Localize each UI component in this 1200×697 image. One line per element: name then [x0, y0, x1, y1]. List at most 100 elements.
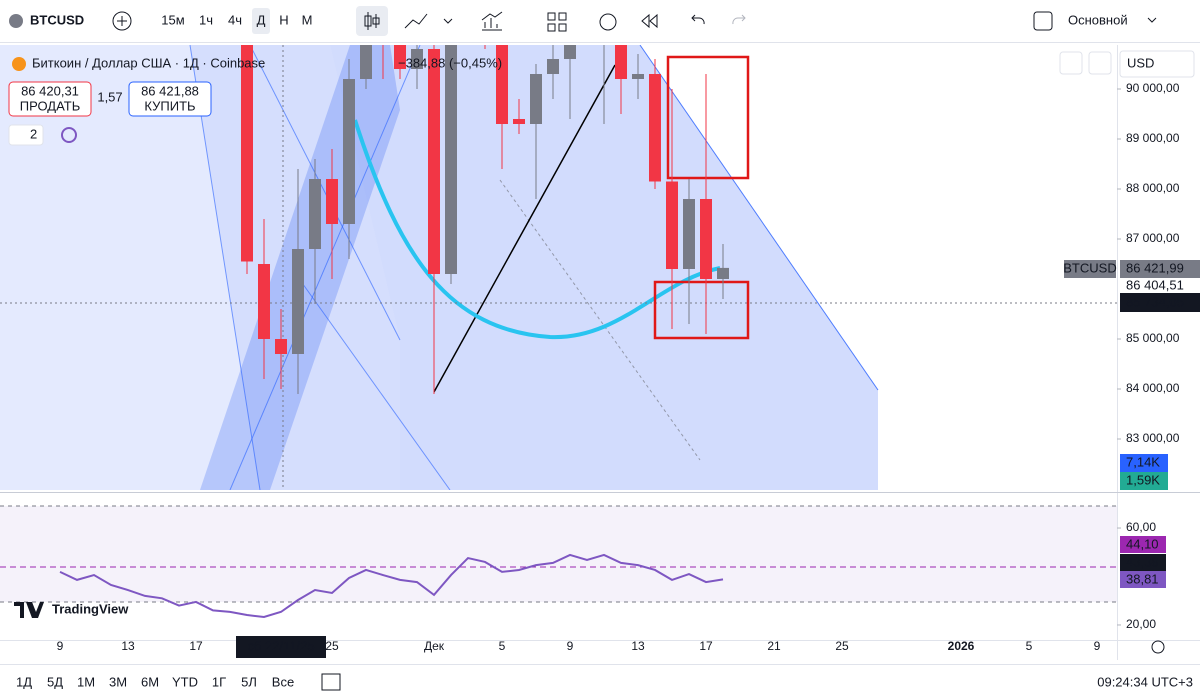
rsi-label: 43,38 [1126, 554, 1159, 569]
y-tick-label: 88 000,00 [1126, 181, 1180, 195]
range-button[interactable]: 6М [141, 674, 159, 689]
last-price: 86 421,99 [1126, 260, 1184, 275]
undo[interactable] [691, 14, 705, 25]
candle-body [513, 119, 525, 124]
candle-body [394, 45, 406, 69]
rsi-label: 44,10 [1126, 536, 1159, 551]
drawings [0, 45, 1117, 490]
candle-body [632, 74, 644, 79]
symbol[interactable]: BTCUSD [30, 12, 84, 27]
volume-tag [1120, 454, 1168, 472]
clock: 09:24:34 UTC+3 [1097, 674, 1193, 689]
candle-body [258, 264, 270, 339]
buy-button[interactable] [128, 81, 212, 117]
range-button[interactable]: 1М [77, 674, 95, 689]
y-tick-label: 90 000,00 [1126, 81, 1180, 95]
buy-price: 86 421,88 [141, 83, 199, 98]
range-button[interactable]: 5Л [241, 674, 257, 689]
candle-body [241, 45, 253, 262]
range-button[interactable]: 5Д [47, 674, 63, 689]
candle-body [326, 179, 338, 224]
spread: 1,57 [97, 89, 122, 104]
alert-icon[interactable] [599, 13, 617, 31]
candle-body [615, 45, 627, 79]
candle-body [564, 45, 576, 59]
volume-tag [1120, 472, 1168, 490]
settings-icon[interactable] [1151, 640, 1165, 654]
currency-select[interactable] [1119, 50, 1195, 78]
compare-button[interactable] [112, 11, 132, 31]
date-range-icon[interactable] [321, 673, 341, 691]
dropdown[interactable] [443, 18, 453, 24]
candle-body [496, 45, 508, 124]
candle-body [700, 199, 712, 279]
x-tick-label: 5 [1026, 639, 1033, 653]
candle-body [343, 79, 355, 224]
sell-label: ПРОДАТЬ [20, 98, 81, 113]
y-tick-label: 85 000,00 [1126, 331, 1180, 345]
interval-active [252, 8, 270, 34]
replay-icon[interactable] [641, 13, 658, 29]
scroll-button[interactable] [1059, 51, 1083, 75]
coin-icon [12, 57, 26, 71]
x-tick-label: 2026 [948, 639, 975, 653]
range-button[interactable]: 1Д [16, 674, 32, 689]
sell-button[interactable] [8, 81, 92, 117]
indicators-count: 2 [30, 126, 37, 141]
interval[interactable]: М [302, 12, 313, 27]
interval[interactable]: Н [279, 12, 288, 27]
layout-icon[interactable] [547, 12, 567, 32]
candle-body [275, 339, 287, 354]
x-tick-label: 13 [631, 639, 645, 653]
interval[interactable]: 1ч [199, 12, 213, 27]
x-tick-label: 21 [767, 639, 781, 653]
sync-icon[interactable] [61, 127, 77, 143]
layout-name[interactable]: Основной [1068, 12, 1128, 27]
rsi-line [59, 553, 724, 618]
x-tick-label: 13 [121, 639, 135, 653]
candle-body [717, 267, 729, 279]
line-icon[interactable] [404, 13, 428, 29]
last-price-tag [1120, 260, 1200, 278]
interval[interactable]: 15м [161, 12, 184, 27]
indicators-icon[interactable] [481, 11, 503, 31]
volume-label: 1,59K [1126, 472, 1160, 487]
rsi-tag [1120, 571, 1166, 588]
rsi-tag [1120, 554, 1166, 571]
candle-body [547, 59, 559, 74]
brand: TradingView [52, 601, 129, 616]
redo[interactable] [732, 14, 746, 25]
legend-change: −384,88 (−0,45%) [398, 55, 502, 70]
y-tick-label: 89 000,00 [1126, 131, 1180, 145]
price-label: 86 404,51 [1126, 277, 1184, 292]
range-button[interactable]: Все [272, 674, 294, 689]
range-button[interactable]: 3М [109, 674, 127, 689]
rsi-band [0, 506, 1117, 602]
y-tick-label: 83 000,00 [1126, 431, 1180, 445]
range-button[interactable]: 1Г [212, 674, 226, 689]
currency: USD [1127, 55, 1154, 70]
candle-body [411, 49, 423, 69]
indicators-toggle[interactable] [8, 124, 44, 146]
candle-body [445, 45, 457, 274]
candle-body [666, 181, 678, 269]
layout-checkbox[interactable] [1033, 11, 1053, 31]
fit-button[interactable] [1088, 51, 1112, 75]
candle-body [428, 49, 440, 274]
y-tick-label: 87 000,00 [1126, 231, 1180, 245]
interval[interactable]: 4ч [228, 12, 242, 27]
interval[interactable]: Д [257, 12, 266, 27]
plus-icon [117, 16, 127, 26]
candle-body [649, 74, 661, 182]
x-tick-label: Дек [424, 639, 445, 653]
x-tick-label: 25 [325, 639, 339, 653]
candle-body [292, 249, 304, 354]
brand-logo [14, 602, 44, 618]
candle-type-button[interactable] [356, 6, 388, 36]
range-button[interactable]: YTD [172, 674, 198, 689]
dropdown[interactable] [1147, 17, 1157, 23]
y-tick-label: 20,00 [1126, 617, 1156, 631]
crosshair-tag [1120, 293, 1200, 312]
